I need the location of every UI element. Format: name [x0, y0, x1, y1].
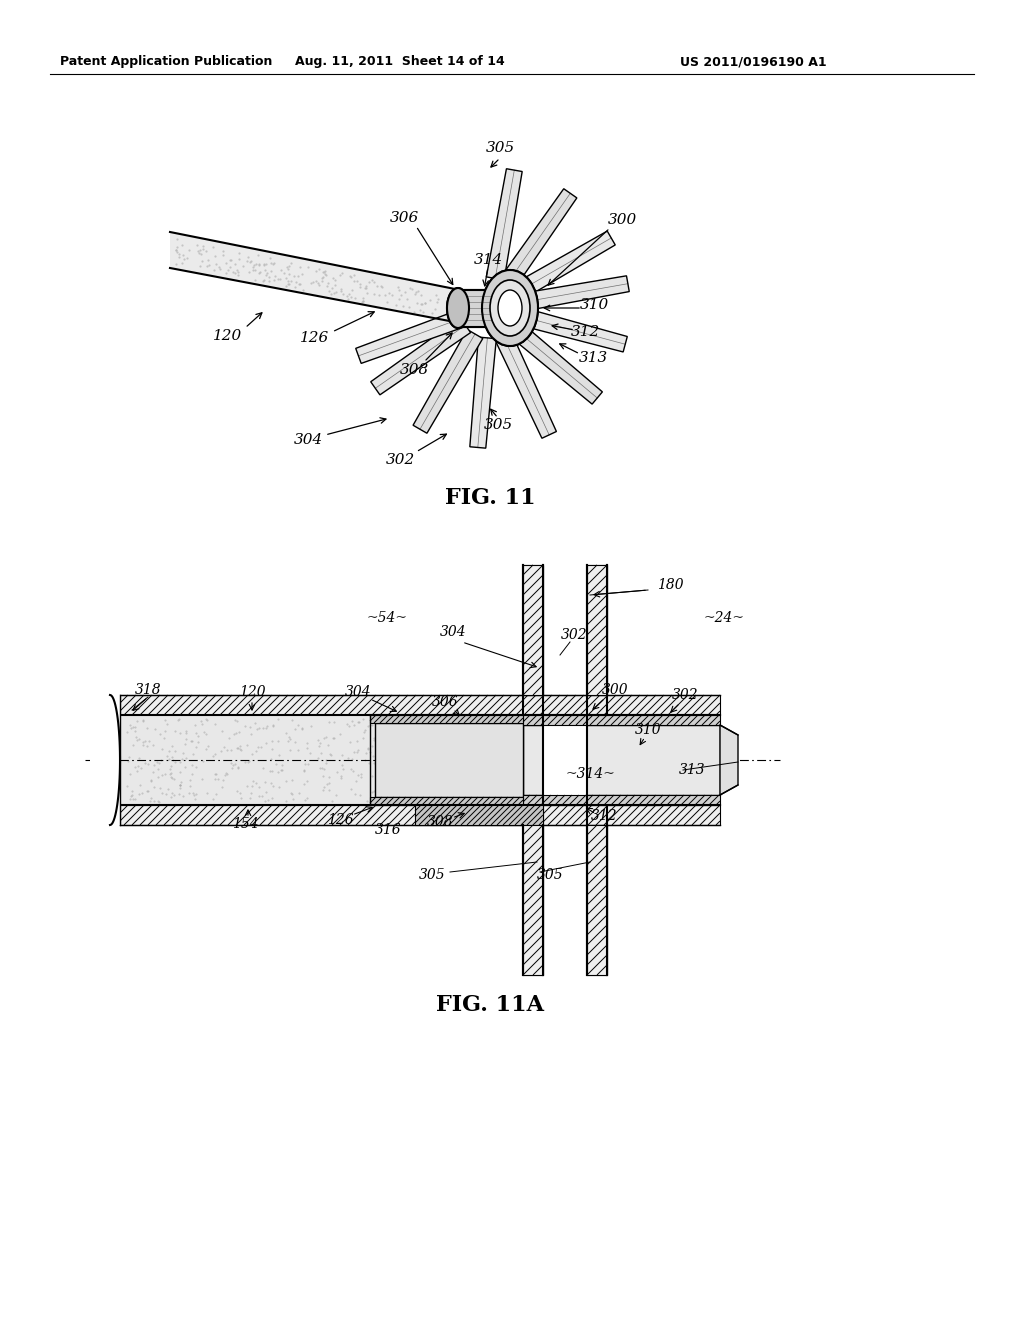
Polygon shape: [170, 232, 460, 322]
Text: US 2011/0196190 A1: US 2011/0196190 A1: [680, 55, 826, 69]
Text: 318: 318: [135, 682, 162, 697]
Polygon shape: [370, 715, 523, 723]
Polygon shape: [518, 276, 630, 312]
Ellipse shape: [498, 290, 522, 326]
Polygon shape: [587, 565, 607, 975]
Text: 313: 313: [679, 763, 706, 777]
Text: 126: 126: [327, 813, 353, 828]
Text: 313: 313: [579, 351, 607, 366]
Polygon shape: [511, 231, 615, 301]
Text: 126: 126: [300, 331, 330, 345]
Text: 304: 304: [293, 433, 323, 447]
Text: 305: 305: [419, 869, 445, 882]
Text: 300: 300: [602, 682, 629, 697]
Polygon shape: [120, 715, 523, 804]
Ellipse shape: [490, 280, 530, 337]
Polygon shape: [523, 825, 543, 975]
Polygon shape: [90, 696, 120, 825]
Text: 180: 180: [656, 578, 683, 591]
Polygon shape: [370, 797, 523, 805]
Ellipse shape: [490, 280, 530, 337]
Text: 305: 305: [537, 869, 563, 882]
Polygon shape: [413, 330, 482, 433]
Text: 310: 310: [580, 298, 608, 312]
Text: ~314~: ~314~: [565, 767, 615, 781]
Text: FIG. 11A: FIG. 11A: [436, 994, 544, 1016]
Polygon shape: [120, 805, 720, 825]
Polygon shape: [120, 696, 720, 715]
Polygon shape: [523, 565, 543, 696]
Polygon shape: [587, 825, 607, 975]
Text: 302: 302: [385, 453, 415, 467]
Polygon shape: [523, 565, 543, 975]
Polygon shape: [458, 290, 510, 327]
Text: 304: 304: [439, 624, 466, 639]
Polygon shape: [523, 725, 720, 795]
Text: 310: 310: [635, 723, 662, 737]
Polygon shape: [458, 290, 510, 327]
Text: ~24~: ~24~: [703, 611, 744, 624]
Text: ~54~: ~54~: [367, 611, 408, 624]
Text: 120: 120: [239, 685, 265, 700]
Polygon shape: [587, 565, 607, 696]
Polygon shape: [486, 169, 522, 280]
Text: 312: 312: [570, 325, 600, 339]
Polygon shape: [500, 189, 577, 289]
Polygon shape: [371, 318, 471, 395]
Polygon shape: [517, 308, 628, 352]
Polygon shape: [543, 715, 587, 805]
Polygon shape: [495, 331, 556, 438]
Text: 306: 306: [432, 696, 459, 709]
Polygon shape: [523, 715, 720, 725]
Text: 302: 302: [561, 628, 588, 642]
Ellipse shape: [447, 288, 469, 327]
Text: 154: 154: [231, 817, 258, 832]
Ellipse shape: [447, 288, 469, 327]
Text: 302: 302: [672, 688, 698, 702]
Text: 304: 304: [345, 685, 372, 700]
Text: 312: 312: [591, 809, 617, 822]
Ellipse shape: [482, 271, 538, 346]
Text: 305: 305: [483, 418, 513, 432]
Text: 306: 306: [389, 211, 419, 224]
Polygon shape: [523, 795, 720, 805]
Text: 305: 305: [485, 141, 515, 154]
Text: FIG. 11: FIG. 11: [444, 487, 536, 510]
Polygon shape: [470, 337, 497, 449]
Text: 308: 308: [427, 814, 454, 829]
Text: Patent Application Publication: Patent Application Publication: [60, 55, 272, 69]
Ellipse shape: [482, 271, 538, 346]
Text: 316: 316: [375, 822, 401, 837]
Text: 120: 120: [213, 329, 243, 343]
Polygon shape: [507, 321, 602, 404]
Text: Aug. 11, 2011  Sheet 14 of 14: Aug. 11, 2011 Sheet 14 of 14: [295, 55, 505, 69]
Polygon shape: [415, 805, 543, 825]
Ellipse shape: [498, 290, 522, 326]
Polygon shape: [375, 723, 523, 797]
Polygon shape: [355, 310, 465, 363]
Text: 308: 308: [399, 363, 429, 378]
Polygon shape: [720, 725, 738, 795]
Text: 314: 314: [473, 253, 503, 267]
Text: 300: 300: [607, 213, 637, 227]
